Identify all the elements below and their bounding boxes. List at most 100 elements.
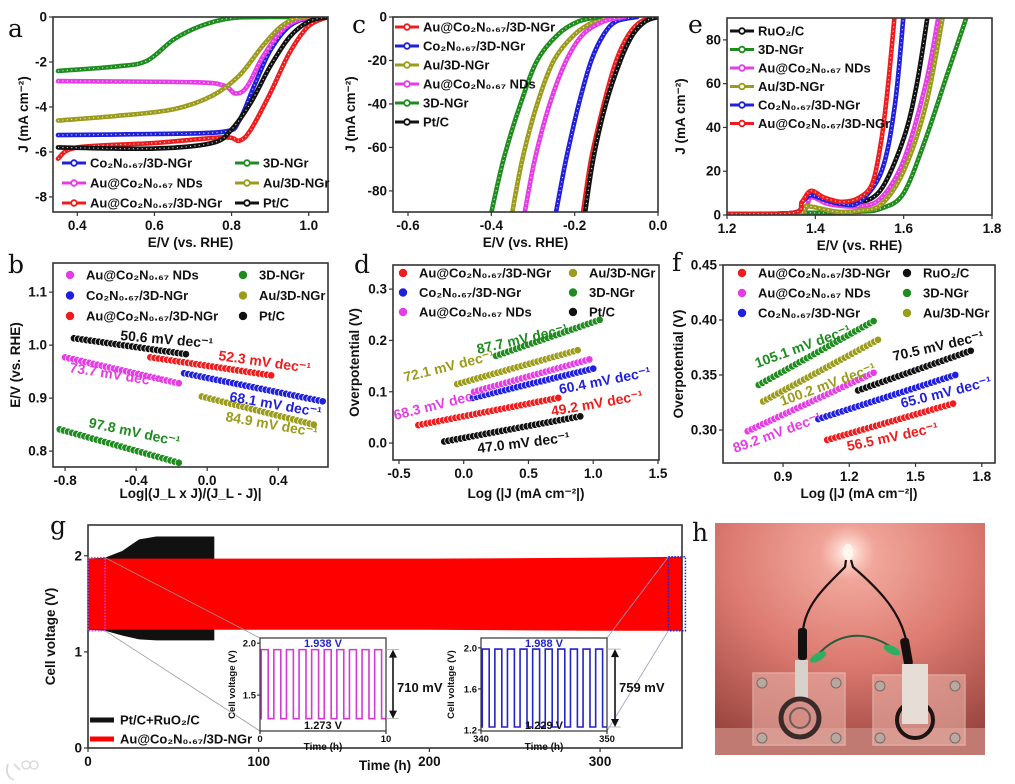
screw <box>830 732 842 744</box>
black-clip-right <box>900 637 913 667</box>
legend-label: Au@Co₂N₀.₆₇/3D-NGr <box>419 266 551 281</box>
x-tick-label: 1.0 <box>584 466 603 481</box>
arrow-head-up <box>389 649 397 658</box>
y-tick-label: -40 <box>367 96 387 111</box>
legend-label: 3D-NGr <box>589 285 635 300</box>
x-tick-label: 1.8 <box>972 469 991 484</box>
legend-item: 3D-NGr <box>902 286 969 301</box>
x-tick-label: 1.8 <box>983 221 1002 236</box>
legend-item: Au/3D-NGr <box>730 79 824 94</box>
legend-marker-dot <box>902 308 912 318</box>
zoom-connector <box>606 556 669 639</box>
chart-panel-b: -0.8 -0.4 0.0 0.4 0.8 0.9 1.0 1.1 Log|(J_L x J)/… <box>8 262 329 501</box>
legend: RuO₂/C 3D-NGr Au@Co₂N₀.₆₇ NDs Au/3D-NGr Co₂N… <box>730 24 890 131</box>
electrode-right <box>902 664 928 724</box>
legend-item: Au@Co₂N₀.₆₇/3D-NGr <box>730 116 890 131</box>
legend-marker-dot <box>403 23 411 31</box>
x-tick-label: -0.2 <box>563 218 586 233</box>
data-point <box>573 346 582 355</box>
series-line-markers <box>57 17 328 150</box>
data-point <box>589 364 598 373</box>
plot-area <box>489 17 658 212</box>
square-wave-series <box>481 648 607 728</box>
legend-marker-dot <box>738 119 746 128</box>
x-tick-label: 350 <box>599 734 615 745</box>
plot-frame <box>52 16 329 213</box>
legend-item: Au@Co₂N₀.₆₇/3D-NGr <box>90 732 252 747</box>
legend-item: Au@Co₂N₀.₆₇/3D-NGr <box>395 20 555 35</box>
x-tick-label: 1.2 <box>718 221 737 236</box>
legend-item: Au@Co₂N₀.₆₇/3D-NGr <box>398 266 551 281</box>
y-tick-label: 0 <box>379 10 387 25</box>
legend-label: Au@Co₂N₀.₆₇/3D-NGr <box>758 116 890 131</box>
legend-marker-dot <box>902 288 912 298</box>
legend-item: Au@Co₂N₀.₆₇ NDs <box>730 61 871 76</box>
x-tick-label: 0.6 <box>145 218 164 233</box>
legend-marker-dot <box>738 45 746 54</box>
wing-nut <box>949 680 961 692</box>
plot-area <box>743 317 975 444</box>
zoom-indicators <box>87 555 687 732</box>
legend-label: Au/3D-NGr <box>263 176 329 191</box>
legend-item: Au@Co₂N₀.₆₇ NDs <box>65 268 199 283</box>
y-tick-label: 0.8 <box>28 444 47 459</box>
plot-area <box>88 536 682 641</box>
legend-marker-dot <box>738 27 746 35</box>
legend-item: Au@Co₂N₀.₆₇ NDs <box>737 286 871 301</box>
legend-label: 3D-NGr <box>923 286 969 301</box>
y-axis-title: Cell voltage (V) <box>446 650 457 719</box>
legend-label: Au/3D-NGr <box>758 79 824 94</box>
legend-marker-dot <box>403 99 411 107</box>
legend-label: Au@Co₂N₀.₆₇/3D-NGr <box>90 196 222 211</box>
legend-item: 3D-NGr <box>395 96 469 111</box>
data-point <box>576 412 585 421</box>
panel-label-h: h <box>692 518 709 547</box>
cell-window-left <box>778 696 822 740</box>
data-point <box>966 346 975 355</box>
series-line <box>580 17 658 212</box>
y-tick-label: 0.40 <box>691 313 717 328</box>
legend-label: Au/3D-NGr <box>923 306 989 321</box>
x-tick-label: 0.4 <box>269 473 288 488</box>
plot-frame <box>87 524 683 749</box>
legend-marker-dot <box>403 42 411 50</box>
x-tick-label: 0.5 <box>519 466 538 481</box>
chart-panel-c: -0.6 -0.4 -0.2 0.0 0 -20 -40 -60 -80 E/V (vs. RHE… <box>343 10 667 251</box>
legend-item: Au/3D-NGr <box>568 266 655 281</box>
wing-nut <box>874 732 886 744</box>
legend-item: Au/3D-NGr <box>238 288 325 303</box>
inset-background <box>481 638 607 731</box>
legend-item: RuO₂/C <box>902 266 970 281</box>
legend-label: Pt/C <box>259 309 286 324</box>
plot-area <box>55 17 328 161</box>
plot-frame <box>726 17 993 216</box>
plot-frame <box>259 637 387 732</box>
chart-panel-g1: 0 10 1.5 2.0 Time (h) Cell voltage (V) 1.938 V… <box>227 637 443 753</box>
y-axis-title: Overpotential (V) <box>671 310 686 419</box>
legend-item: Pt/C <box>235 196 290 211</box>
legend-marker-dot <box>398 287 408 298</box>
x-tick-label: 0 <box>84 754 92 769</box>
plot-area <box>260 648 386 720</box>
legend-item: Au@Co₂N₀.₆₇ NDs <box>398 305 532 320</box>
watermark-mark <box>21 760 31 770</box>
legend-label: 3D-NGr <box>259 268 305 283</box>
legend-item: Co₂N₀.₆₇/3D-NGr <box>65 288 188 303</box>
chart-panel-a: 0.4 0.6 0.8 1.0 0 -2 -4 -6 -8 E/V (vs. RHE) J (mA … <box>16 10 329 251</box>
legend: Au@Co₂N₀.₆₇/3D-NGr Co₂N₀.₆₇/3D-NGr Au/3D-N… <box>395 20 555 130</box>
slope-annotation: 73.7 mV dec⁻¹ <box>69 359 164 389</box>
data-point <box>869 317 878 326</box>
plot-area <box>727 18 969 215</box>
y-tick-label: 20 <box>706 164 721 179</box>
series-line <box>727 18 897 215</box>
legend-marker-dot <box>403 61 411 69</box>
legend-item: Co₂N₀.₆₇/3D-NGr <box>398 285 521 300</box>
legend-item: Pt/C <box>568 305 616 320</box>
legend-label: RuO₂/C <box>758 24 805 39</box>
slope-annotation: 759 mV <box>619 680 665 695</box>
legend-label: Au@Co₂N₀.₆₇/3D-NGr <box>758 266 890 281</box>
legend-marker-dot <box>238 290 248 301</box>
y-tick-label: 0.1 <box>368 384 387 399</box>
cell-window-inner-left <box>789 707 811 729</box>
